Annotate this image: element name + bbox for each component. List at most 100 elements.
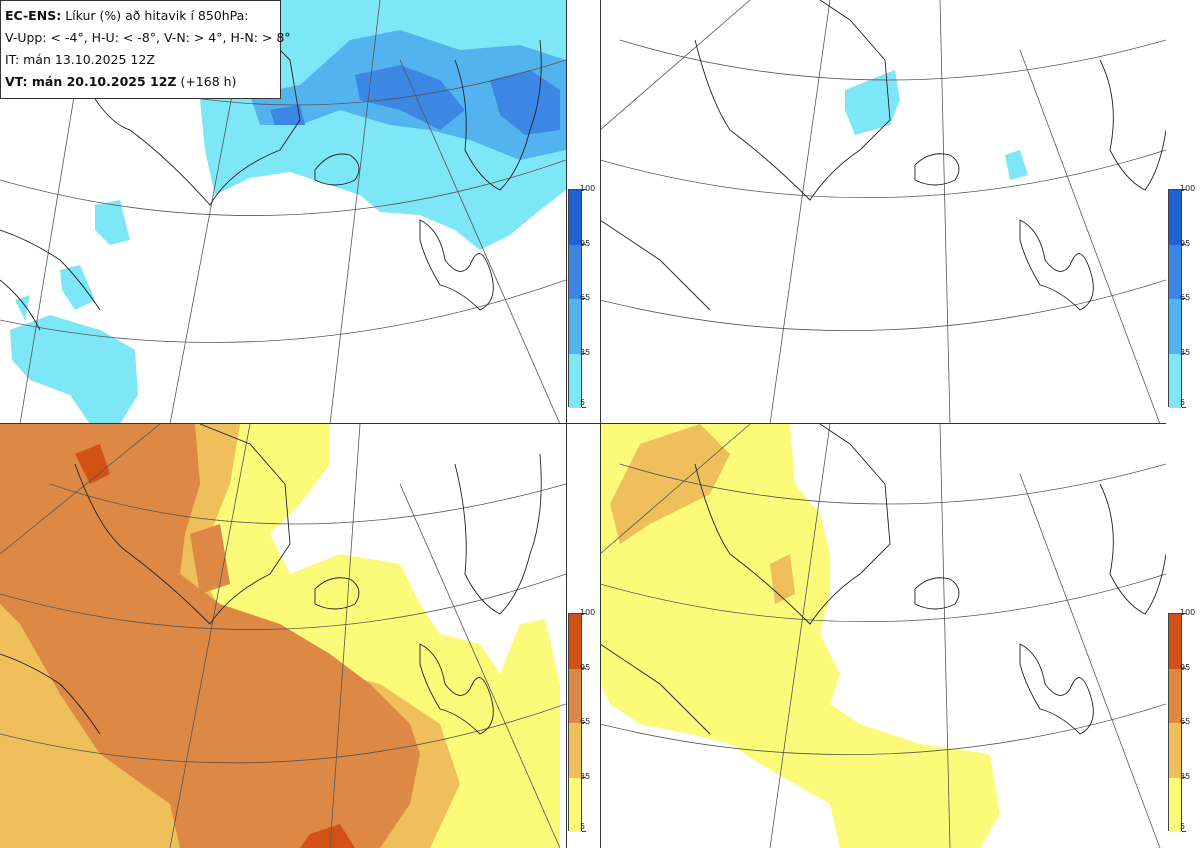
- graticule: [600, 0, 1166, 424]
- probability-area-5-35: [1005, 150, 1028, 180]
- colorbar-segment: [1169, 614, 1181, 669]
- colorbar-label: 35: [580, 347, 591, 357]
- colorbar-tick: [582, 831, 586, 832]
- warm-colorbar: [568, 613, 582, 832]
- colorbar-tick: [1182, 831, 1186, 832]
- colorbar-label: 95: [1180, 662, 1191, 672]
- colorbar-tick: [582, 407, 586, 408]
- colorbar-segment: [569, 244, 581, 299]
- colorbar-segment: [569, 614, 581, 669]
- probability-area-5-35: [10, 315, 138, 424]
- coastlines: [0, 0, 542, 331]
- colorbar-label: 5: [1180, 398, 1186, 407]
- model-name: EC-ENS:: [5, 8, 62, 23]
- graticule: [0, 424, 566, 848]
- map-panel-cold-moderate: EC-ENS: Líkur (%) að hitavik í 850hPa: V…: [0, 0, 566, 424]
- colorbar-label: 95: [580, 238, 591, 248]
- colorbar-segment: [1169, 353, 1181, 408]
- map-panel-cold-strong: [600, 0, 1166, 424]
- colorbar-label: 95: [1180, 238, 1191, 248]
- colorbar-segment: [1169, 668, 1181, 723]
- coastlines: [600, 424, 1166, 735]
- vertical-divider: [566, 0, 567, 848]
- colorbar-label: 100: [1180, 184, 1196, 193]
- coastlines: [600, 0, 1166, 311]
- colorbar-segment: [1169, 244, 1181, 299]
- colorbar-tick: [1182, 667, 1186, 669]
- colorbar-label: 35: [580, 771, 591, 781]
- probability-map-warm-moderate: [0, 424, 566, 848]
- colorbar-label: 5: [580, 822, 586, 831]
- probability-area-5-35: [845, 70, 900, 135]
- colorbar-tick: [1182, 722, 1186, 723]
- colorbar-label: 35: [1180, 771, 1191, 781]
- graticule: [600, 424, 1166, 848]
- colorbar-segment: [1169, 723, 1181, 778]
- map-panel-warm-strong: [600, 424, 1166, 848]
- cold-colorbar: [568, 189, 582, 408]
- colorbar-tick: [1182, 243, 1186, 245]
- colorbar-segment: [569, 299, 581, 354]
- coastlines: [0, 424, 542, 735]
- probability-area-5-35: [95, 200, 130, 245]
- warm-colorbar: [1168, 613, 1182, 832]
- colorbar-tick: [1182, 352, 1186, 354]
- probability-map-warm-strong: [600, 424, 1166, 848]
- colorbar-tick: [582, 352, 586, 354]
- title-line: EC-ENS: Líkur (%) að hitavik í 850hPa:: [5, 5, 276, 27]
- colorbar-label: 100: [580, 608, 596, 617]
- colorbar-label: 65: [580, 293, 591, 302]
- colorbar-tick: [1182, 407, 1186, 408]
- lead-time: (+168 h): [180, 74, 237, 89]
- probability-area-35-65: [610, 424, 730, 544]
- probability-map-cold-moderate: [0, 0, 566, 424]
- colorbar-tick: [582, 243, 586, 245]
- probability-map-cold-strong: [600, 0, 1166, 424]
- probability-area-65-95: [190, 524, 230, 594]
- colorbar-label: 35: [1180, 347, 1191, 357]
- valid-time-line: VT: mán 20.10.2025 12Z (+168 h): [5, 71, 276, 93]
- probability-area-65-95: [355, 65, 465, 130]
- colorbar-tick: [582, 667, 586, 669]
- colorbar-label: 65: [580, 717, 591, 726]
- colorbar-label: 65: [1180, 717, 1191, 726]
- colorbar-label: 65: [1180, 293, 1191, 302]
- colorbar-segment: [569, 190, 581, 245]
- probability-area-65-95: [270, 105, 305, 125]
- colorbar-segment: [569, 777, 581, 832]
- colorbar-segment: [569, 723, 581, 778]
- colorbar-tick: [1182, 776, 1186, 778]
- colorbar-label: 95: [580, 662, 591, 672]
- probability-area-95-100: [300, 824, 355, 848]
- colorbar-tick: [582, 722, 586, 723]
- colorbar-tick: [582, 613, 586, 614]
- colorbar-tick: [582, 776, 586, 778]
- colorbar-label: 5: [1180, 822, 1186, 831]
- colorbar-segment: [1169, 190, 1181, 245]
- map-info-box: EC-ENS: Líkur (%) að hitavik í 850hPa: V…: [0, 0, 291, 99]
- colorbar-tick: [582, 189, 586, 190]
- valid-time: VT: mán 20.10.2025 12Z: [5, 74, 177, 89]
- colorbar-label: 5: [580, 398, 586, 407]
- panel-legend-line: V-Upp: < -4°, H-U: < -8°, V-N: > 4°, H-N…: [5, 30, 291, 45]
- map-title: Líkur (%) að hitavik í 850hPa:: [65, 8, 249, 23]
- probability-area-5-35: [60, 265, 95, 310]
- colorbar-segment: [1169, 777, 1181, 832]
- colorbar-segment: [569, 668, 581, 723]
- colorbar-label: 100: [1180, 608, 1196, 617]
- colorbar-tick: [1182, 613, 1186, 614]
- colorbar-label: 100: [580, 184, 596, 193]
- colorbar-tick: [582, 298, 586, 299]
- probability-area-5-35: [15, 295, 30, 320]
- probability-area-65-95: [490, 70, 560, 135]
- map-panel-warm-moderate: [0, 424, 566, 848]
- colorbar-tick: [1182, 189, 1186, 190]
- horizontal-divider: [0, 423, 1166, 424]
- colorbar-segment: [569, 353, 581, 408]
- probability-area-95-100: [75, 444, 110, 484]
- colorbar-segment: [1169, 299, 1181, 354]
- cold-colorbar: [1168, 189, 1182, 408]
- initial-time: IT: mán 13.10.2025 12Z: [5, 52, 155, 67]
- vertical-divider: [600, 0, 601, 848]
- colorbar-tick: [1182, 298, 1186, 299]
